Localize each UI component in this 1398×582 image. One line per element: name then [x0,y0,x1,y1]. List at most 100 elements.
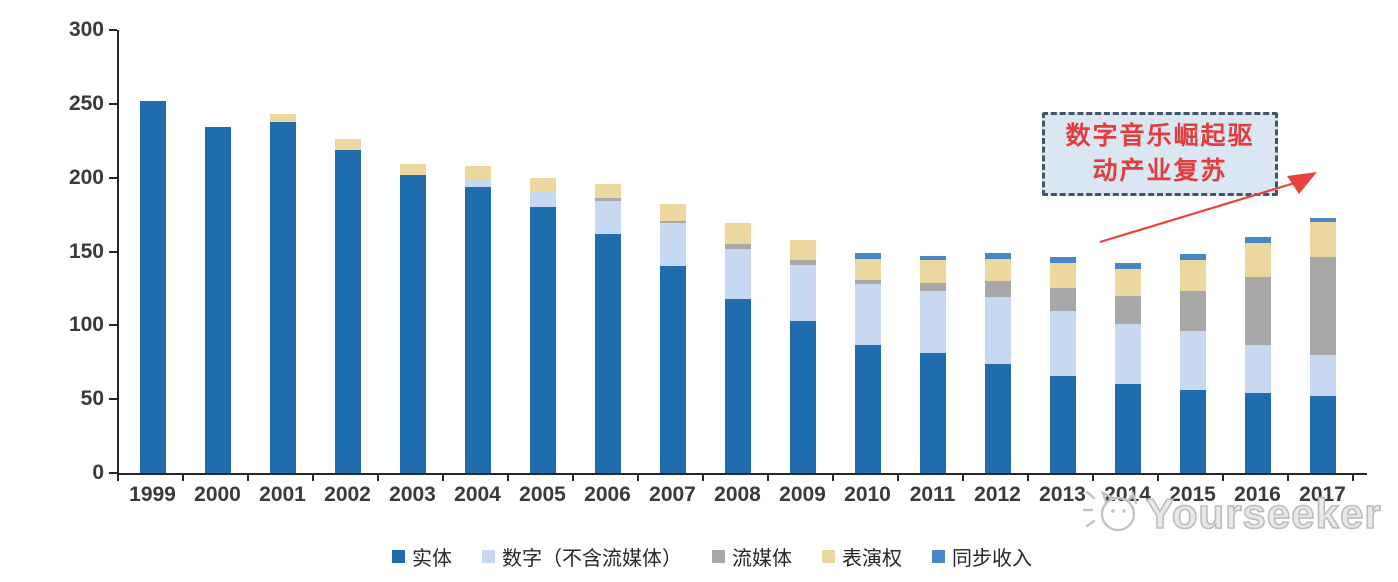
bar-segment-2013 [1049,263,1076,289]
x-tick-mark [377,475,379,481]
legend-item-4: 同步收入 [932,542,1032,571]
annotation-arrow-icon [1099,172,1317,244]
y-tick-mark [109,102,117,105]
bar-segment-2016 [1244,242,1271,277]
bar-segment-2005 [529,177,556,193]
x-tick-mark [767,475,769,481]
bar-2004 [464,165,491,473]
bar-segment-2004 [464,186,491,473]
legend-swatch-2 [712,550,725,563]
legend-label-3: 表演权 [842,548,902,570]
bar-segment-2006 [594,183,621,199]
legend-label-4: 同步收入 [952,548,1032,570]
x-tick-mark [572,475,574,481]
y-tick-label: 50 [80,387,104,411]
x-tick-label: 2000 [194,483,241,506]
x-tick-mark [1287,475,1289,481]
annotation-text-line1: 数字音乐崛起驱 [1065,122,1255,150]
bar-segment-2011 [919,282,946,292]
x-tick-label: 2015 [1169,483,1216,506]
bar-segment-2007 [659,266,686,473]
bar-segment-2010 [854,253,881,259]
bar-segment-2016 [1244,276,1271,345]
x-tick-mark [1222,475,1224,481]
legend-label-2: 流媒体 [732,548,792,570]
bar-segment-2015 [1179,331,1206,391]
x-tick-mark [1157,475,1159,481]
x-tick-label: 2006 [584,483,631,506]
x-tick-mark [507,475,509,481]
bar-segment-2017 [1309,354,1336,397]
bar-segment-2006 [594,201,621,234]
bar-2005 [529,177,556,473]
x-tick-mark [1092,475,1094,481]
bar-segment-2002 [334,149,361,473]
bar-segment-2004 [464,165,491,180]
bar-2007 [659,204,686,473]
x-tick-mark [117,475,119,481]
bar-segment-2016 [1244,344,1271,394]
bar-segment-2008 [724,244,751,249]
y-tick-mark [109,29,117,31]
bar-1999 [139,100,166,473]
bar-segment-2009 [789,260,816,265]
x-tick-mark [637,475,639,481]
legend-label-0: 实体 [412,548,452,570]
bar-2002 [334,139,361,473]
x-tick-label: 2016 [1234,483,1281,506]
bar-segment-2015 [1179,291,1206,332]
legend-swatch-1 [482,550,495,563]
bar-2015 [1179,254,1206,473]
x-tick-label: 2003 [389,483,436,506]
bar-segment-2004 [464,179,491,187]
bar-segment-2005 [529,192,556,208]
bar-segment-2011 [919,291,946,354]
y-tick-label: 250 [68,91,104,115]
bar-segment-2011 [919,353,946,473]
bar-segment-2003 [399,164,426,175]
bar-segment-2005 [529,207,556,473]
bar-segment-2008 [724,248,751,299]
bar-segment-2017 [1309,217,1336,222]
x-tick-mark [182,475,184,481]
legend-swatch-0 [392,550,405,563]
legend: 实体 数字（不含流媒体） 流媒体 表演权 同步收入 [0,542,1398,571]
bar-2012 [984,253,1011,473]
legend-item-0: 实体 [392,542,452,571]
plot-area [117,30,1367,475]
x-tick-label: 1999 [129,483,176,506]
x-tick-label: 2017 [1299,483,1346,506]
bar-2003 [399,164,426,473]
y-tick-label: 150 [68,239,104,263]
bar-segment-2003 [399,174,426,473]
x-tick-label: 2012 [974,483,1021,506]
x-tick-label: 2008 [714,483,761,506]
bar-segment-2017 [1309,257,1336,355]
bar-segment-2011 [919,255,946,261]
x-tick-mark [962,475,964,481]
y-tick-mark [109,176,117,179]
x-tick-label: 2001 [259,483,306,506]
legend-label-1: 数字（不含流媒体） [502,548,682,570]
bar-2008 [724,223,751,473]
x-tick-mark [702,475,704,481]
annotation-callout: 数字音乐崛起驱 动产业复苏 [1042,112,1278,196]
legend-item-2: 流媒体 [712,542,792,571]
bar-segment-2001 [269,114,296,122]
bar-2016 [1244,236,1271,473]
bar-segment-2017 [1309,396,1336,473]
bar-segment-2010 [854,284,881,345]
bar-segment-2001 [269,121,296,473]
bar-segment-2014 [1114,384,1141,473]
y-tick-mark [109,472,117,474]
x-tick-mark [442,475,444,481]
bar-segment-2016 [1244,236,1271,243]
bar-segment-2000 [204,127,231,473]
bar-segment-2007 [659,220,686,224]
bar-segment-1999 [139,100,166,473]
bar-2010 [854,253,881,473]
annotation-text-line2: 动产业复苏 [1092,157,1228,185]
bar-segment-2010 [854,279,881,284]
bar-segment-2012 [984,363,1011,473]
bar-segment-2012 [984,281,1011,298]
